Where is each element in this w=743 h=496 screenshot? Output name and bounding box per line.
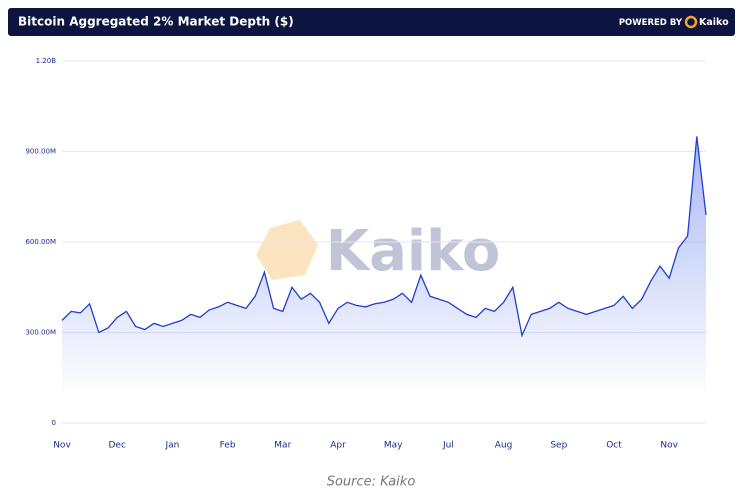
x-tick-label: Feb — [220, 441, 236, 451]
source: Source: Kaiko — [327, 475, 416, 490]
x-tick-label: Dec — [108, 441, 125, 451]
brand: Kaiko — [699, 17, 729, 28]
x-tick-label: Aug — [495, 441, 513, 451]
header-title: Bitcoin Aggregated 2% Market Depth ($) — [18, 15, 294, 29]
brand-logo — [684, 15, 698, 29]
line — [61, 136, 707, 338]
x-tick-label: Sep — [550, 441, 567, 451]
x-tick-label: Oct — [606, 441, 622, 451]
x-tick-label: Jul — [442, 441, 454, 451]
area — [62, 136, 706, 397]
x-tick-label: Jan — [164, 441, 179, 451]
x-tick-label: May — [384, 441, 403, 451]
y-tick-label: 300.00M — [25, 329, 56, 337]
x-tick-label: Nov — [660, 441, 678, 451]
watermark: Kaiko — [326, 219, 501, 284]
header-bar — [8, 8, 735, 36]
x-tick-label: Nov — [53, 441, 71, 451]
y-tick-label: 900.00M — [25, 148, 56, 156]
x-tick-label: Mar — [274, 441, 291, 451]
watermark-logo — [256, 220, 318, 280]
powered-by: POWERED BY — [619, 18, 683, 28]
y-tick-label: 600.00M — [25, 238, 56, 246]
y-tick-label: 0 — [52, 419, 56, 427]
x-tick-label: Apr — [330, 441, 346, 451]
y-tick-label: 1.20B — [36, 57, 57, 65]
